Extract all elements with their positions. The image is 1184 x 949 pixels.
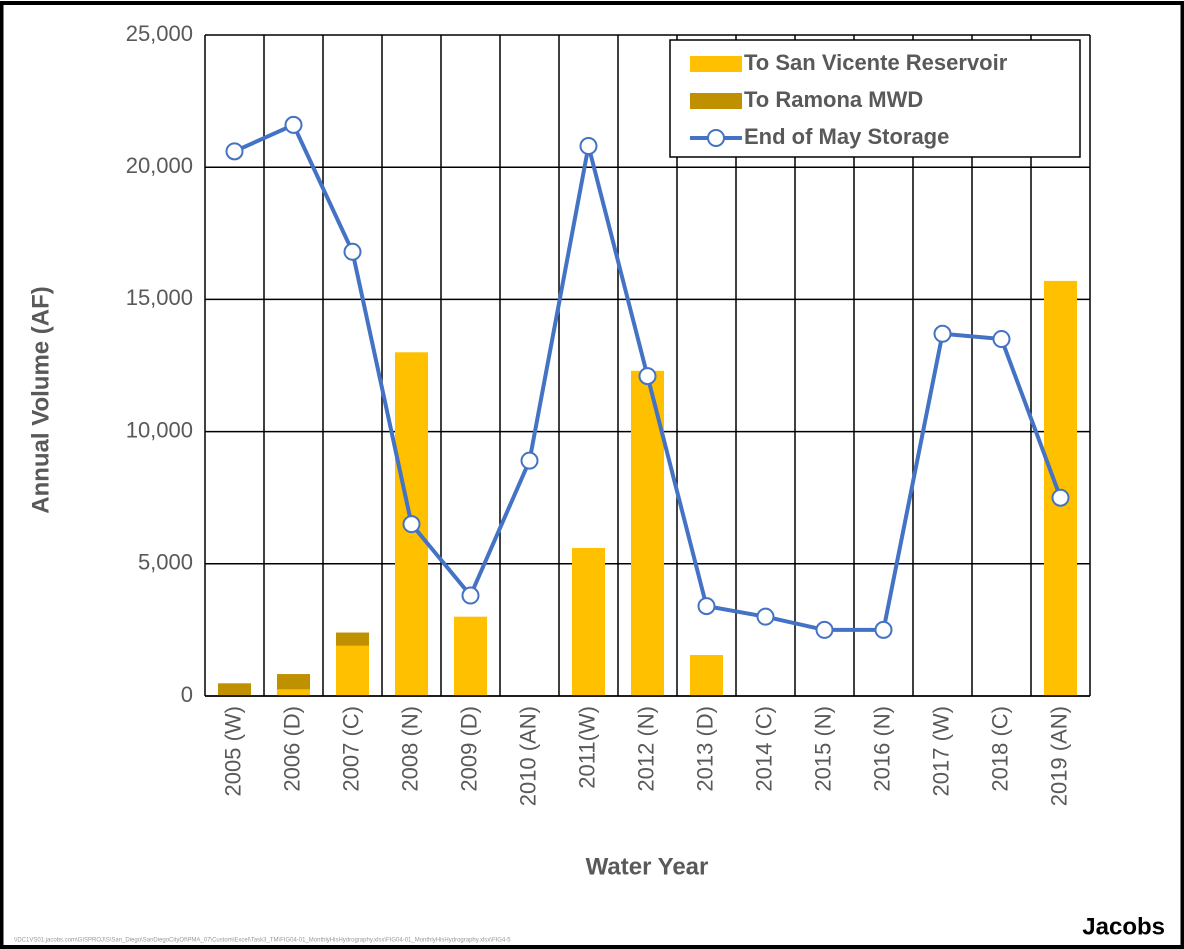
x-tick-label: 2019 (AN): [1046, 706, 1071, 806]
x-axis-label: Water Year: [586, 853, 709, 880]
bar: [217, 683, 252, 696]
line-marker: [343, 242, 362, 261]
bar: [689, 655, 724, 696]
x-tick-label: 2017 (W): [928, 706, 953, 796]
x-tick-label: 2016 (N): [869, 706, 894, 792]
line-marker: [697, 597, 716, 616]
line-marker: [638, 367, 657, 386]
x-tick-label: 2012 (N): [633, 706, 658, 792]
x-tick-label: 2007 (C): [338, 706, 363, 792]
y-tick-label: 0: [181, 682, 193, 707]
x-tick-label: 2014 (C): [751, 706, 776, 792]
x-tick-label: 2006 (D): [279, 706, 304, 792]
bar: [276, 689, 311, 696]
y-tick-label: 25,000: [126, 21, 193, 46]
x-tick-label: 2018 (C): [987, 706, 1012, 792]
legend-swatch: [690, 56, 742, 72]
bar: [276, 674, 311, 690]
footer-path: \\DC1VS01.jacobs.com\GISPROJ\S\San_Diego…: [14, 938, 511, 944]
line-marker: [579, 137, 598, 156]
logo: Jacobs: [1082, 913, 1165, 940]
line-marker: [520, 451, 539, 470]
y-tick-label: 5,000: [138, 550, 193, 575]
line-marker: [933, 324, 952, 343]
x-tick-label: 2010 (AN): [515, 706, 540, 806]
line-marker: [874, 620, 893, 639]
bar: [335, 632, 370, 646]
x-tick-label: 2008 (N): [397, 706, 422, 792]
line-marker: [815, 620, 834, 639]
x-tick-label: 2013 (D): [692, 706, 717, 792]
line-marker: [402, 515, 421, 534]
y-tick-label: 20,000: [126, 153, 193, 178]
x-tick-label: 2009 (D): [456, 706, 481, 792]
legend-label: To San Vicente Reservoir: [744, 50, 1008, 75]
y-tick-label: 15,000: [126, 285, 193, 310]
line-marker: [992, 330, 1011, 349]
legend-swatch: [690, 93, 742, 109]
bar: [1043, 280, 1078, 696]
bar: [453, 616, 488, 696]
bar: [335, 645, 370, 696]
x-tick-label: 2011(W): [574, 706, 599, 789]
legend-label: To Ramona MWD: [744, 87, 923, 112]
y-tick-label: 10,000: [126, 417, 193, 442]
legend-marker: [707, 129, 725, 147]
x-tick-label: 2015 (N): [810, 706, 835, 792]
line-marker: [225, 142, 244, 161]
line-marker: [1051, 488, 1070, 507]
x-tick-label: 2005 (W): [220, 706, 245, 796]
line-marker: [461, 586, 480, 605]
bar: [571, 547, 606, 696]
legend-label: End of May Storage: [744, 124, 949, 149]
line-marker: [284, 115, 303, 134]
y-axis-label: Annual Volume (AF): [27, 286, 54, 514]
line-marker: [756, 607, 775, 626]
